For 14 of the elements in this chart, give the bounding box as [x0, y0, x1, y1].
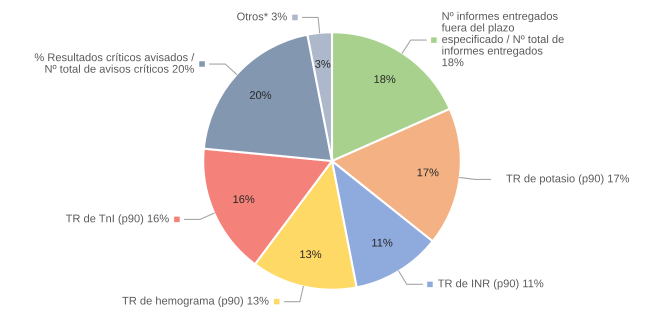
data-label: 17%: [418, 168, 439, 176]
data-label: 16%: [233, 195, 254, 204]
data-label: 13%: [300, 250, 322, 258]
data-label: 18%: [374, 75, 396, 84]
data-label: 20%: [250, 91, 272, 100]
slice-label: Nº informes entregados fuera del plazo especificado / Nº total de informes entregados 18%: [442, 12, 564, 66]
data-label: 11%: [372, 238, 392, 247]
data-label: 3%: [315, 60, 330, 68]
legend-label: Otros* 3%: [237, 12, 287, 20]
slice-label: TR de potasio (p90) 17%: [506, 174, 630, 185]
legend-label: TR de hemograma (p90) 13%: [122, 296, 269, 307]
legend-label: TR de TnI (p90) 16%: [66, 214, 169, 225]
slice-label: TR de INR (p90) 11%: [438, 279, 544, 290]
legend-label: % Resultados críticos avisados / Nº total de avisos críticos 20%: [34, 52, 194, 73]
